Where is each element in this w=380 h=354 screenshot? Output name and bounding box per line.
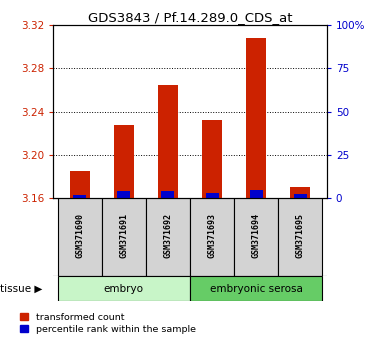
Bar (290, 187, 310, 198)
Bar (58, 198, 102, 276)
Text: GSM371695: GSM371695 (296, 213, 305, 258)
Bar (73, 195, 86, 198)
Bar (250, 189, 263, 198)
Bar (158, 85, 178, 198)
Bar (58, 276, 190, 301)
Bar (202, 120, 222, 198)
Text: GSM371694: GSM371694 (252, 213, 261, 258)
Text: embryonic serosa: embryonic serosa (210, 284, 302, 293)
Bar (190, 198, 234, 276)
Bar (206, 193, 218, 198)
Title: GDS3843 / Pf.14.289.0_CDS_at: GDS3843 / Pf.14.289.0_CDS_at (88, 11, 292, 24)
Bar (278, 198, 322, 276)
Text: GSM371691: GSM371691 (119, 213, 128, 258)
Bar (70, 171, 90, 198)
Bar (114, 125, 134, 198)
Bar (117, 191, 130, 198)
Bar (294, 194, 307, 198)
Text: tissue ▶: tissue ▶ (0, 284, 43, 293)
Bar (146, 198, 190, 276)
Text: GSM371690: GSM371690 (75, 213, 84, 258)
Legend: transformed count, percentile rank within the sample: transformed count, percentile rank withi… (20, 313, 196, 333)
Bar (234, 198, 278, 276)
Text: embryo: embryo (104, 284, 144, 293)
Bar (162, 191, 174, 198)
Bar (246, 38, 266, 198)
Bar (190, 276, 322, 301)
Text: GSM371693: GSM371693 (207, 213, 217, 258)
Bar (102, 198, 146, 276)
Text: GSM371692: GSM371692 (163, 213, 173, 258)
